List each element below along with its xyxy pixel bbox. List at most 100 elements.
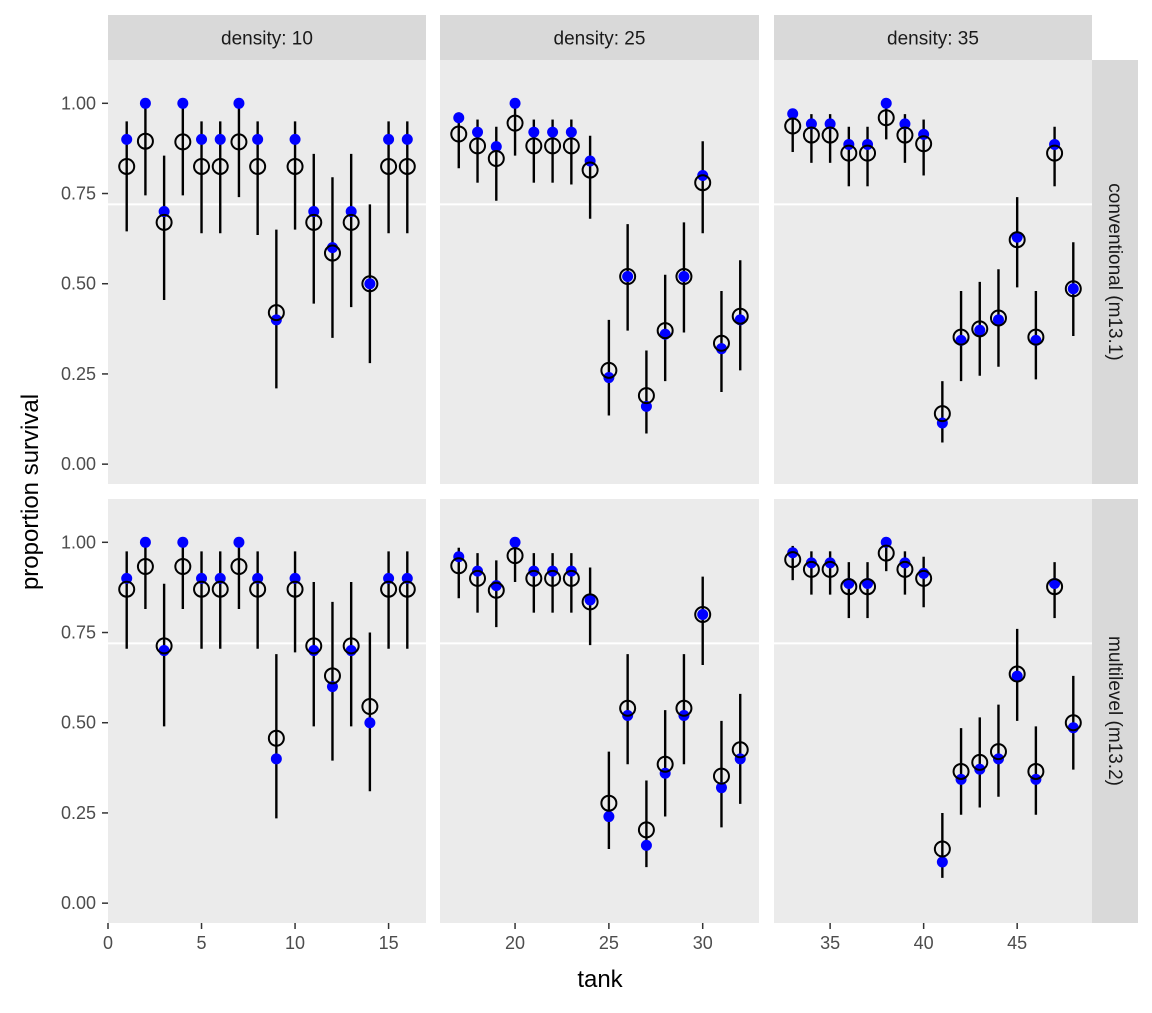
- facet-strip-right: [1092, 60, 1138, 484]
- observed-point: [1011, 231, 1023, 243]
- estimate-point: [581, 161, 599, 179]
- estimate-point: [267, 729, 285, 747]
- observed-point: [640, 839, 652, 851]
- observed-point: [862, 138, 874, 150]
- estimate-point: [802, 560, 820, 578]
- observed-point: [233, 97, 245, 109]
- observed-point: [326, 242, 338, 254]
- observed-point: [233, 536, 245, 548]
- observed-point: [490, 141, 502, 153]
- estimate-point: [380, 580, 398, 598]
- estimate-point: [136, 132, 154, 150]
- y-tick-label: 1.00: [61, 93, 96, 113]
- estimate-point: [952, 328, 970, 346]
- y-tick-label: 0.00: [61, 893, 96, 913]
- observed-point: [936, 856, 948, 868]
- observed-point: [715, 782, 727, 794]
- estimate-point: [136, 557, 154, 575]
- facet-panel: [774, 499, 1092, 923]
- estimate-point: [342, 637, 360, 655]
- estimate-point: [544, 137, 562, 155]
- estimate-point: [1046, 578, 1064, 596]
- estimate-point: [305, 637, 323, 655]
- observed-point: [196, 572, 208, 584]
- y-axis-title: proportion survival: [17, 394, 44, 590]
- observed-point: [1049, 138, 1061, 150]
- x-tick-label: 45: [1007, 933, 1027, 953]
- estimate-point: [581, 593, 599, 611]
- estimate-point: [469, 137, 487, 155]
- estimate-point: [286, 580, 304, 598]
- facet-strip-label: density: 35: [887, 29, 979, 50]
- facet-panel: [108, 60, 426, 484]
- observed-point: [880, 97, 892, 109]
- estimate-point: [361, 697, 379, 715]
- observed-point: [640, 400, 652, 412]
- estimate-point: [802, 126, 820, 144]
- estimate-point: [712, 334, 730, 352]
- observed-point: [880, 536, 892, 548]
- estimate-point: [896, 560, 914, 578]
- tick-labels: 0.00 0.25 0.50 0.75 1.00 0.00 0.25 0.50 0.75 1.00…: [61, 93, 1027, 953]
- observed-point: [1067, 722, 1079, 734]
- estimate-point: [821, 126, 839, 144]
- observed-point: [899, 118, 911, 130]
- observed-point: [603, 811, 615, 823]
- observed-point: [308, 645, 320, 657]
- estimate-point: [694, 605, 712, 623]
- estimate-point: [506, 547, 524, 565]
- estimate-point: [450, 125, 468, 143]
- estimate-point: [989, 309, 1007, 327]
- observed-point: [289, 133, 301, 145]
- observed-point: [565, 126, 577, 138]
- observed-point: [584, 594, 596, 606]
- facet-panel: [440, 60, 759, 484]
- observed-point: [364, 278, 376, 290]
- estimate-point: [915, 569, 933, 587]
- estimate-point: [174, 557, 192, 575]
- panel-background: [108, 60, 426, 484]
- y-tick-label: 0.25: [61, 803, 96, 823]
- estimate-point: [211, 157, 229, 175]
- panel-background: [774, 499, 1092, 923]
- estimate-point: [1046, 144, 1064, 162]
- estimate-point: [525, 569, 543, 587]
- observed-point: [139, 97, 151, 109]
- observed-point: [121, 572, 133, 584]
- y-tick-label: 1.00: [61, 532, 96, 552]
- estimate-point: [619, 268, 637, 286]
- estimate-point: [323, 667, 341, 685]
- observed-point: [697, 608, 709, 620]
- observed-point: [805, 118, 817, 130]
- panel-background: [108, 499, 426, 923]
- estimate-point: [286, 157, 304, 175]
- estimate-point: [305, 213, 323, 231]
- x-tick-label: 15: [379, 933, 399, 953]
- estimate-point: [562, 137, 580, 155]
- observed-point: [401, 572, 413, 584]
- facet-strip-label: density: 10: [221, 29, 313, 50]
- x-tick-label: 35: [820, 933, 840, 953]
- observed-point: [622, 271, 634, 283]
- y-tick-label: 0.00: [61, 454, 96, 474]
- observed-point: [715, 343, 727, 355]
- estimate-point: [656, 322, 674, 340]
- estimate-point: [694, 174, 712, 192]
- estimate-point: [600, 794, 618, 812]
- estimate-point: [971, 753, 989, 771]
- panel-background: [440, 60, 759, 484]
- y-tick-label: 0.75: [61, 184, 96, 204]
- estimate-point: [450, 557, 468, 575]
- estimate-point: [487, 581, 505, 599]
- observed-point: [158, 645, 170, 657]
- estimate-point: [525, 137, 543, 155]
- estimate-point: [361, 275, 379, 293]
- observed-point: [509, 536, 521, 548]
- estimate-point: [619, 699, 637, 717]
- estimate-point: [249, 157, 267, 175]
- observed-point: [121, 133, 133, 145]
- facet-strip-top: [440, 15, 759, 60]
- observed-point: [787, 108, 799, 120]
- estimate-point: [1008, 665, 1026, 683]
- observed-point: [547, 126, 559, 138]
